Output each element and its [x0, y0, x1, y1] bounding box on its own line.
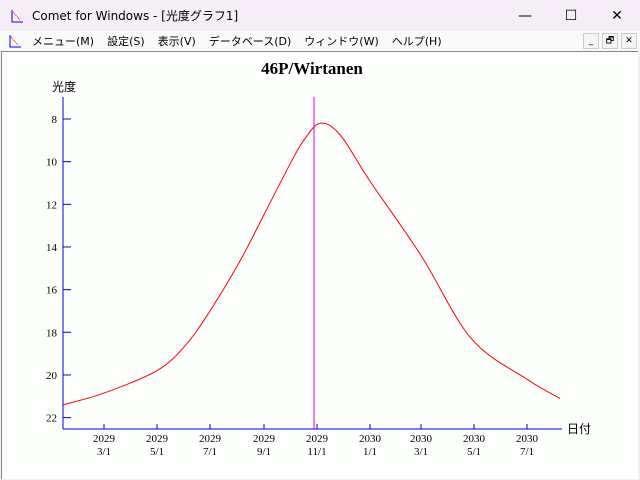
- x-tick-date: 7/1: [203, 446, 217, 458]
- document-icon[interactable]: [8, 34, 22, 48]
- x-tick-date: 5/1: [150, 446, 164, 458]
- y-tick-label: 18: [46, 327, 58, 339]
- chart-title: 46P/Wirtanen: [261, 59, 363, 78]
- close-button[interactable]: ✕: [611, 7, 623, 24]
- y-tick-label: 8: [52, 114, 58, 126]
- menu-view[interactable]: 表示(V): [157, 35, 196, 48]
- y-tick-label: 12: [46, 199, 57, 211]
- x-tick-date: 11/1: [307, 446, 326, 458]
- x-tick-year: 2029: [199, 433, 222, 445]
- mdi-close-button[interactable]: ✕: [621, 33, 637, 49]
- brightness-curve: [63, 122, 561, 406]
- x-tick-date: 3/1: [414, 446, 428, 458]
- minimize-button[interactable]: —: [518, 7, 532, 24]
- mdi-minimize-button[interactable]: _: [583, 33, 599, 49]
- x-tick-date: 9/1: [257, 446, 271, 458]
- menu-bar: メニュー(M) 設定(S) 表示(V) データベース(D) ウィンドウ(W) ヘ…: [0, 31, 640, 51]
- y-tick-label: 14: [46, 242, 58, 254]
- x-tick-year: 2030: [516, 433, 539, 445]
- menu-window[interactable]: ウィンドウ(W): [304, 35, 379, 48]
- x-tick-year: 2030: [463, 433, 486, 445]
- y-tick-label: 20: [46, 370, 58, 382]
- x-tick-year: 2029: [93, 433, 116, 445]
- x-tick-date: 1/1: [363, 446, 377, 458]
- x-tick-date: 7/1: [520, 446, 534, 458]
- menu-settings[interactable]: 設定(S): [107, 35, 145, 48]
- mdi-restore-button[interactable]: 🗗: [602, 33, 618, 49]
- window-title: Comet for Windows - [光度グラフ1]: [32, 9, 239, 23]
- x-tick-year: 2029: [306, 433, 329, 445]
- y-tick-label: 22: [46, 413, 57, 425]
- app-icon: [11, 9, 23, 22]
- x-tick-year: 2029: [146, 433, 169, 445]
- menu-menu[interactable]: メニュー(M): [32, 35, 95, 48]
- y-tick-label: 16: [46, 285, 58, 297]
- x-axis-label: 日付: [567, 422, 591, 436]
- title-bar: Comet for Windows - [光度グラフ1]: [0, 0, 640, 31]
- x-tick-date: 5/1: [467, 446, 481, 458]
- menu-database[interactable]: データベース(D): [208, 35, 292, 48]
- x-tick-date: 3/1: [97, 446, 111, 458]
- x-tick-year: 2029: [253, 433, 276, 445]
- menu-help[interactable]: ヘルプ(H): [391, 35, 442, 48]
- x-tick-year: 2030: [359, 433, 382, 445]
- x-tick-year: 2030: [410, 433, 433, 445]
- y-tick-label: 10: [46, 157, 58, 169]
- maximize-button[interactable]: ☐: [564, 7, 578, 24]
- y-axis-label: 光度: [52, 79, 76, 94]
- graph-area: [1, 51, 638, 479]
